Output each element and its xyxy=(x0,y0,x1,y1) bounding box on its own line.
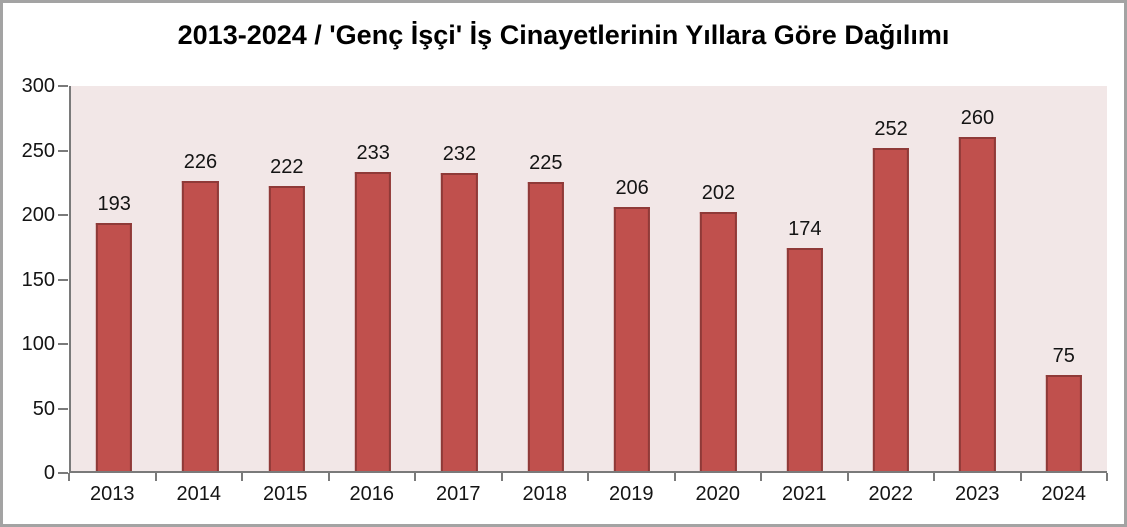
x-tick xyxy=(327,473,330,481)
y-tick-label: 200 xyxy=(21,204,55,226)
bar-category-2016: 233 xyxy=(330,86,416,471)
x-category-label: 2019 xyxy=(609,483,654,505)
x-tick xyxy=(1106,473,1108,481)
x-tick xyxy=(154,473,157,481)
bar-category-2017: 232 xyxy=(416,86,502,471)
bar-value-label: 222 xyxy=(270,156,304,179)
y-tick-label: 250 xyxy=(21,139,55,162)
bar-value-label: 75 xyxy=(1052,344,1075,367)
plot-area: 193 226 222 233 232 225 206 202 174 252 260 75 xyxy=(69,86,1107,473)
bar-category-2013: 193 xyxy=(71,86,157,471)
y-tick xyxy=(58,407,68,410)
y-tick xyxy=(58,343,68,345)
x-tick xyxy=(241,473,243,481)
x-tick xyxy=(846,473,849,481)
x-tick xyxy=(1019,473,1022,481)
x-tick xyxy=(673,473,676,481)
bar xyxy=(355,171,392,471)
x-category-label: 2024 xyxy=(1041,483,1087,505)
x-category-label: 2017 xyxy=(436,483,481,505)
x-tick xyxy=(933,473,935,481)
bar-category-2021: 174 xyxy=(762,86,848,471)
bar xyxy=(786,247,823,471)
bar-value-label: 225 xyxy=(529,152,563,175)
y-tick xyxy=(58,85,68,87)
x-category-label: 2018 xyxy=(522,483,568,505)
bar xyxy=(700,211,737,471)
y-tick xyxy=(58,149,68,152)
bar xyxy=(182,180,219,471)
bar-category-2014: 226 xyxy=(157,86,243,471)
x-tick xyxy=(68,473,70,481)
y-tick-label: 0 xyxy=(43,462,55,484)
bar xyxy=(614,206,651,471)
chart-title: 2013-2024 / 'Genç İşçi' İş Cinayetlerini… xyxy=(177,20,950,50)
bar-value-label: 233 xyxy=(356,141,390,164)
x-category-label: 2020 xyxy=(695,483,741,505)
x-category-label: 2021 xyxy=(782,483,827,505)
x-category-label: 2015 xyxy=(263,483,308,505)
x-category-label: 2022 xyxy=(868,483,914,505)
x-axis-labels: 2013 2014 2015 2016 2017 2018 2019 2020 2021 2022… xyxy=(69,483,1107,506)
bar xyxy=(268,186,305,471)
bar-value-label: 260 xyxy=(960,107,995,130)
x-category-label: 2023 xyxy=(955,483,1000,505)
bar-value-label: 232 xyxy=(442,143,477,166)
bar xyxy=(1045,374,1082,471)
y-tick xyxy=(58,214,68,216)
bar-category-2018: 225 xyxy=(503,86,589,471)
y-tick xyxy=(58,472,68,474)
y-tick-label: 300 xyxy=(21,75,55,97)
bar xyxy=(959,137,996,471)
bar-category-2015: 222 xyxy=(244,86,330,471)
x-category-label: 2014 xyxy=(176,483,222,505)
y-tick-label: 100 xyxy=(21,333,55,355)
bar xyxy=(527,182,564,471)
x-tick xyxy=(500,473,503,481)
y-tick-label: 50 xyxy=(32,397,55,420)
bar-category-2020: 202 xyxy=(675,86,761,471)
y-tick-label: 150 xyxy=(21,268,55,291)
x-tick xyxy=(414,473,416,481)
x-category-label: 2013 xyxy=(90,483,135,505)
bar-value-label: 252 xyxy=(874,117,908,140)
x-category-label: 2016 xyxy=(349,483,395,505)
bar-category-2019: 206 xyxy=(589,86,675,471)
bar-value-label: 206 xyxy=(615,176,649,199)
bar-value-label: 193 xyxy=(97,193,131,216)
bar-category-2022: 252 xyxy=(848,86,934,471)
bar-category-2024: 75 xyxy=(1021,86,1107,471)
x-tick xyxy=(587,473,589,481)
bar-value-label: 226 xyxy=(183,150,218,173)
bar-category-2023: 260 xyxy=(934,86,1020,471)
bar xyxy=(441,173,478,471)
bar xyxy=(872,147,910,471)
x-tick xyxy=(760,473,762,481)
y-tick xyxy=(58,278,68,281)
bar xyxy=(96,223,133,471)
bar-value-label: 174 xyxy=(788,217,822,240)
bar-value-label: 202 xyxy=(701,181,736,204)
